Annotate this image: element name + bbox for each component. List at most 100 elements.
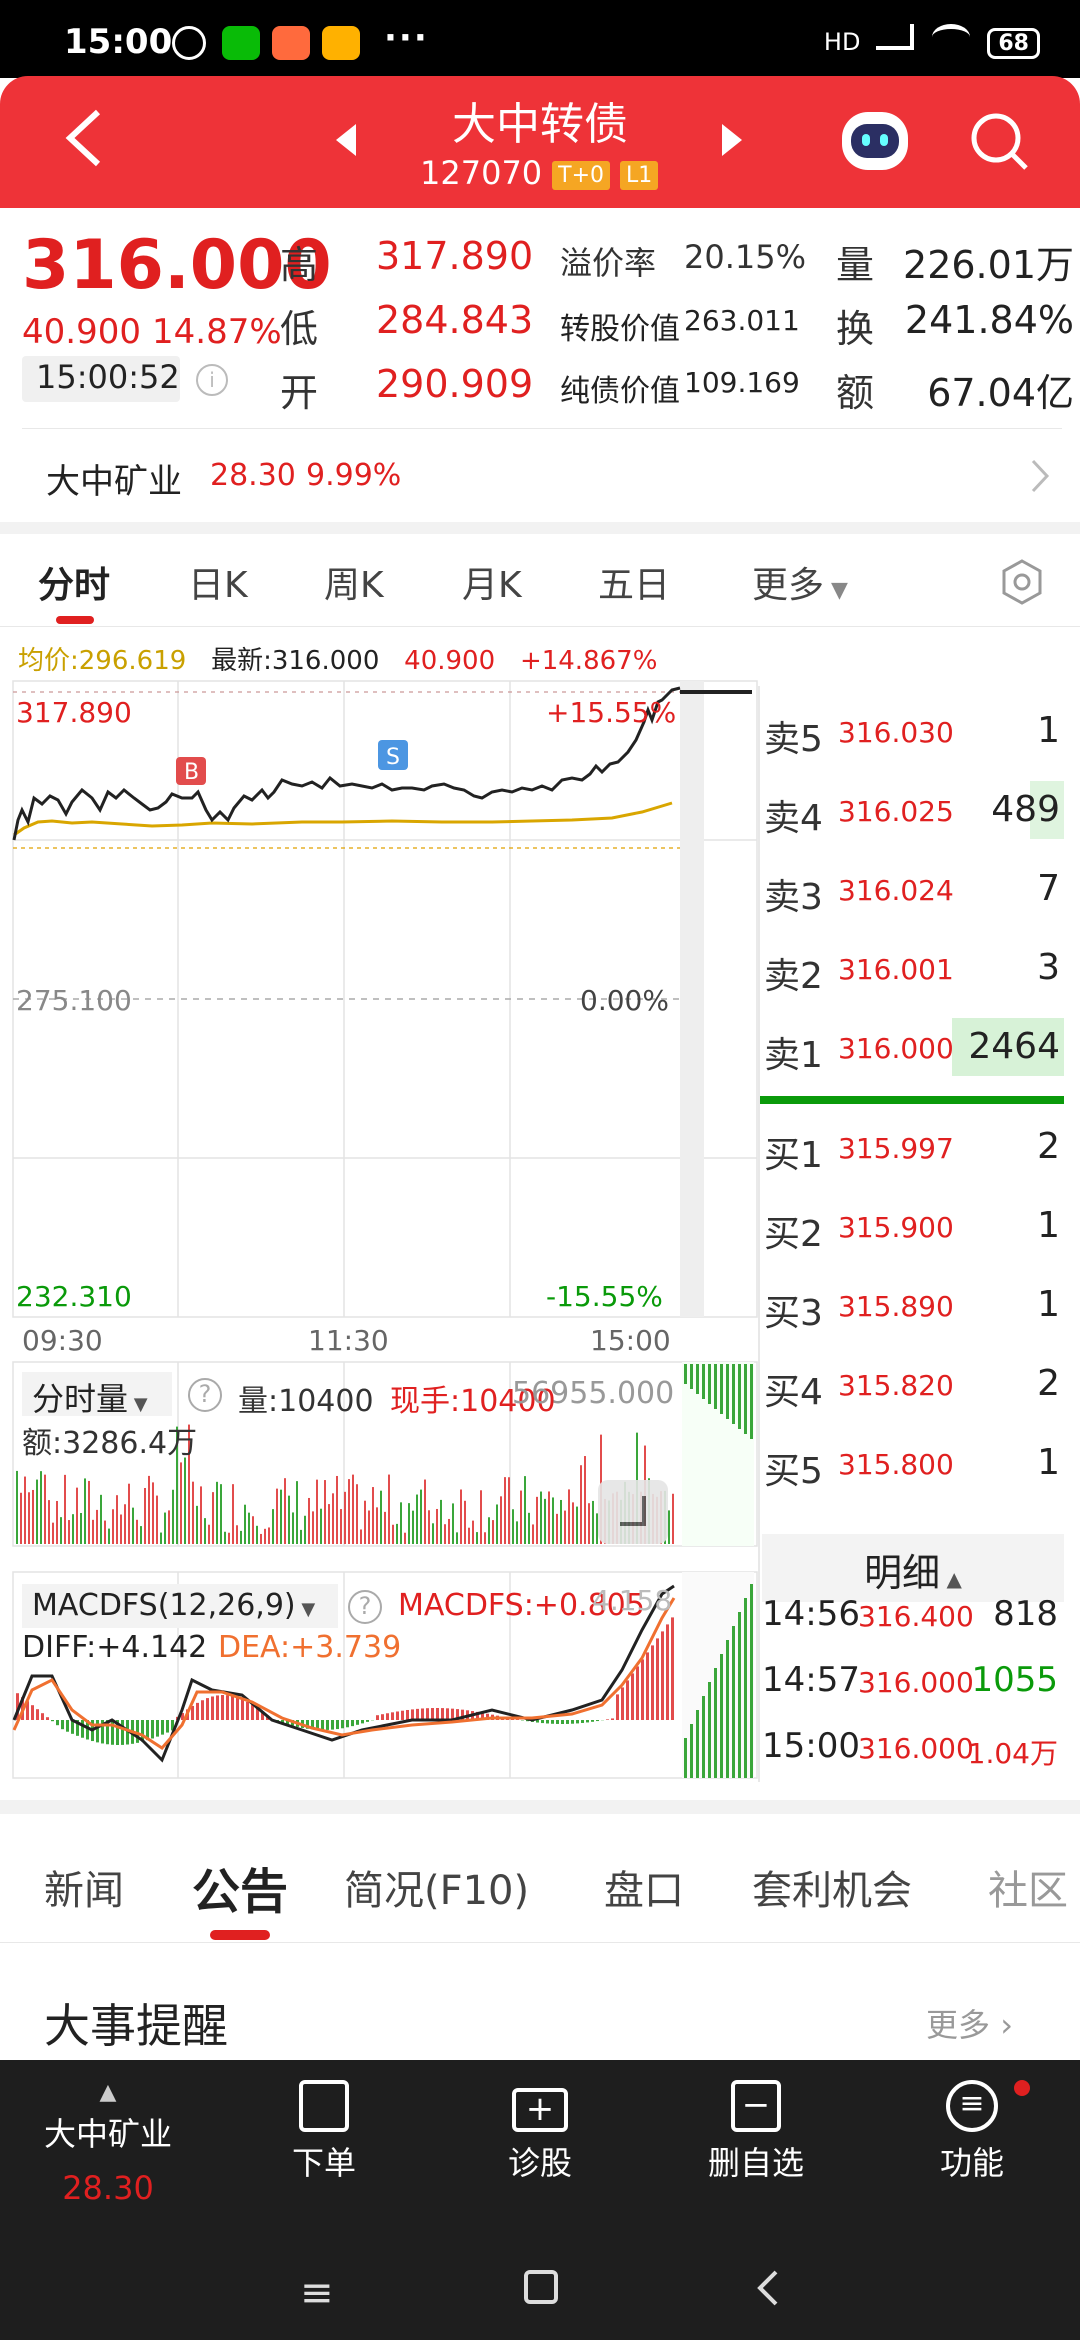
macd-bar <box>546 1720 549 1724</box>
volume-bar <box>404 1532 406 1544</box>
nav-functions[interactable]: ≡ 功能 <box>864 2080 1080 2184</box>
macd-bar <box>191 1705 194 1720</box>
tab-daily-k[interactable]: 日K <box>188 565 248 606</box>
ask-row-2[interactable]: 卖4 316.025 489 <box>760 775 1070 851</box>
ask-row-4[interactable]: 卖2 316.001 3 <box>760 933 1070 1009</box>
macd-bar <box>586 1720 589 1723</box>
volume-bar <box>168 1510 170 1544</box>
nav-related-stock[interactable]: ▲ 大中矿业 28.30 <box>0 2080 216 2207</box>
macd-bar <box>451 1708 454 1720</box>
macd-side-bar <box>702 1696 705 1778</box>
tab-community[interactable]: 社区 <box>988 1868 1068 1914</box>
order-level-label: 买4 <box>764 1372 823 1413</box>
robot-assistant-icon[interactable] <box>842 112 908 170</box>
events-more-link[interactable]: 更多 › <box>926 2000 1013 2046</box>
search-icon[interactable] <box>968 110 1032 174</box>
volume-bar <box>500 1496 502 1544</box>
fullscreen-icon[interactable] <box>598 1480 668 1544</box>
volume-indicator-select[interactable]: 分时量 ▼ <box>22 1372 172 1418</box>
volume-bar <box>132 1507 134 1544</box>
nav-place-order[interactable]: 下单 <box>216 2080 432 2184</box>
macd-bar <box>86 1720 89 1740</box>
volume-bar <box>580 1465 582 1544</box>
macd-bar <box>591 1720 594 1722</box>
macd-bar <box>536 1720 539 1723</box>
info-icon[interactable]: i <box>196 364 228 396</box>
system-home-icon[interactable] <box>524 2270 558 2304</box>
macd-bar <box>161 1720 164 1735</box>
order-price: 315.800 <box>838 1448 954 1481</box>
bid-row-5[interactable]: 买5 315.800 1 <box>760 1428 1070 1504</box>
volume-bar <box>416 1494 418 1544</box>
macd-bar <box>206 1698 209 1720</box>
tab-five-day[interactable]: 五日 <box>598 565 671 606</box>
volume-bar <box>56 1500 58 1544</box>
macd-bar <box>616 1694 619 1720</box>
nav-remove-watchlist[interactable]: − 删自选 <box>648 2080 864 2184</box>
details-title: 明细 <box>864 1551 941 1595</box>
ask-row-3[interactable]: 卖3 316.024 7 <box>760 854 1070 930</box>
volume-bar <box>128 1483 130 1544</box>
nav-diagnose[interactable]: + 诊股 <box>432 2080 648 2184</box>
volume-bar <box>176 1426 178 1544</box>
order-level-label: 卖1 <box>764 1035 823 1076</box>
macd-indicator-select[interactable]: MACDFS(12,26,9) ▼ <box>22 1584 338 1628</box>
tab-arbitrage[interactable]: 套利机会 <box>752 1868 912 1914</box>
bid-row-4[interactable]: 买4 315.820 2 <box>760 1349 1070 1425</box>
system-back-icon[interactable] <box>756 2268 780 2308</box>
details-header[interactable]: 明细 ▲ <box>762 1534 1064 1602</box>
y-top-pct-label: +15.55% <box>546 696 676 729</box>
volume-bar <box>344 1491 346 1544</box>
tab-announcements[interactable]: 公告 <box>192 1864 289 1920</box>
tab-more-label: 更多 <box>752 565 825 606</box>
macd-bar <box>421 1708 424 1720</box>
wifi-icon <box>931 24 970 50</box>
bid-row-2[interactable]: 买2 315.900 1 <box>760 1191 1070 1267</box>
tab-monthly-k[interactable]: 月K <box>462 565 522 606</box>
volume-side-bar <box>696 1364 699 1394</box>
volume-bar <box>192 1481 194 1544</box>
tab-more[interactable]: 更多 ▼ <box>752 556 848 608</box>
tab-order-book[interactable]: 盘口 <box>604 1868 684 1914</box>
volume-bar <box>240 1530 242 1544</box>
tab-weekly-k[interactable]: 周K <box>324 565 384 606</box>
tab-intraday[interactable]: 分时 <box>38 565 111 606</box>
volume-bar <box>584 1456 586 1544</box>
macd-bar <box>481 1712 484 1720</box>
help-icon[interactable]: ? <box>348 1590 382 1624</box>
macd-bar <box>166 1720 169 1733</box>
intraday-chart[interactable]: B S 317.890 +15.55% 275.100 0.00% 232.31… <box>12 680 758 1780</box>
bid-row-1[interactable]: 买1 315.997 2 <box>760 1112 1070 1188</box>
volume-bar <box>72 1514 74 1544</box>
prev-stock-icon[interactable] <box>336 124 356 156</box>
macd-bar <box>636 1666 639 1720</box>
macd-bar <box>426 1708 429 1720</box>
macd-bar <box>336 1720 339 1730</box>
ask-row-5[interactable]: 卖1 316.000 2464 <box>760 1012 1070 1088</box>
volume-bar <box>80 1512 82 1544</box>
macd-bar <box>226 1695 229 1720</box>
volume-bar <box>408 1503 410 1544</box>
back-icon[interactable] <box>60 106 108 170</box>
caret-down-icon: ▼ <box>128 1394 148 1415</box>
notification-dot <box>1014 2080 1030 2096</box>
chart-settings-icon[interactable] <box>998 558 1046 606</box>
help-icon[interactable]: ? <box>188 1378 222 1412</box>
macd-bar <box>581 1720 584 1723</box>
volume-label: 量 <box>836 243 875 287</box>
volume-bar <box>124 1504 126 1544</box>
volume-max-label: 56955.000 <box>512 1376 675 1411</box>
macd-bar <box>361 1720 364 1724</box>
tab-profile-f10[interactable]: 简况(F10) <box>344 1868 530 1914</box>
volume-bar <box>572 1502 574 1544</box>
bid-row-3[interactable]: 买3 315.890 1 <box>760 1270 1070 1346</box>
system-menu-icon[interactable]: ≡ <box>300 2270 334 2316</box>
macd-bar <box>201 1700 204 1720</box>
buy-marker-text: B <box>184 760 199 785</box>
macd-bar <box>46 1717 49 1720</box>
macd-bar <box>246 1701 249 1720</box>
related-stock-row[interactable]: 大中矿业 28.30 9.99% <box>0 430 1080 522</box>
next-stock-icon[interactable] <box>722 124 742 156</box>
ask-row-1[interactable]: 卖5 316.030 1 <box>760 696 1070 772</box>
tab-news[interactable]: 新闻 <box>44 1868 124 1914</box>
